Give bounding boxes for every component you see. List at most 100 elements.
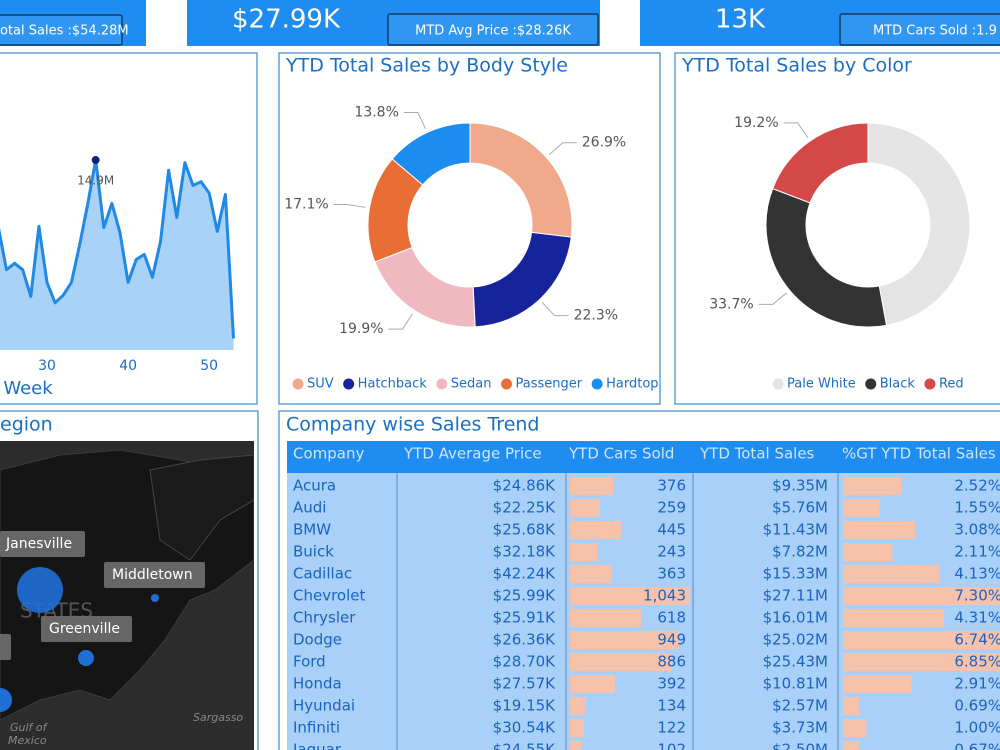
table-cell: 0.67% bbox=[954, 741, 1000, 750]
data-bar bbox=[570, 587, 690, 605]
table-cell: $3.73M bbox=[772, 719, 828, 737]
table-cell: 6.74% bbox=[954, 631, 1000, 649]
data-bar bbox=[570, 565, 612, 583]
data-bar bbox=[843, 653, 1000, 671]
map-bubble bbox=[17, 567, 63, 613]
map-ocean: Sargasso bbox=[193, 711, 243, 724]
legend-label: Red bbox=[939, 377, 964, 392]
table-cell: $25.68K bbox=[493, 521, 556, 539]
table-cell: $27.57K bbox=[493, 675, 556, 693]
legend-swatch bbox=[501, 378, 513, 390]
table-cell: 445 bbox=[657, 521, 686, 539]
data-bar bbox=[570, 741, 582, 750]
leader-line bbox=[548, 142, 577, 156]
kpi-label: MTD Cars Sold :1.9 bbox=[873, 24, 997, 39]
leader-line bbox=[333, 203, 366, 208]
table-cell: $11.43M bbox=[763, 521, 828, 539]
table-cell: 886 bbox=[657, 653, 686, 671]
table-cell: $22.25K bbox=[493, 499, 556, 517]
table-cell: 243 bbox=[657, 543, 686, 561]
table-cell: 363 bbox=[657, 565, 686, 583]
table-cell: $25.02M bbox=[763, 631, 828, 649]
table-cell: $27.11M bbox=[763, 587, 828, 605]
data-bar bbox=[570, 609, 642, 627]
column-header: YTD Average Price bbox=[403, 445, 542, 463]
table-cell: $42.24K bbox=[493, 565, 556, 583]
map-sea: Gulf of bbox=[10, 721, 49, 734]
legend-swatch bbox=[772, 378, 784, 390]
donut-slice bbox=[772, 122, 869, 204]
table-cell: 4.31% bbox=[954, 609, 1000, 627]
table-cell: $5.76M bbox=[772, 499, 828, 517]
legend-swatch bbox=[292, 378, 304, 390]
kpi-label: MTD Avg Price :$28.26K bbox=[415, 24, 571, 39]
donut-slice bbox=[469, 122, 573, 238]
table-cell: 2.11% bbox=[954, 543, 1000, 561]
legend-label: Black bbox=[880, 377, 916, 392]
table-cell: 1,043 bbox=[643, 587, 686, 605]
kpi-value: $27.99K bbox=[232, 5, 341, 35]
legend-label: Pale White bbox=[787, 377, 856, 392]
donut-slice bbox=[391, 122, 471, 186]
data-bar bbox=[570, 543, 598, 561]
table-cell: Chrysler bbox=[293, 609, 356, 627]
leader-line bbox=[388, 313, 413, 330]
legend: SUV Hatchback Sedan Passenger Hardtop bbox=[292, 377, 659, 392]
data-bar bbox=[843, 499, 880, 517]
table-cell: $24.86K bbox=[493, 477, 556, 495]
legend-swatch bbox=[343, 378, 355, 390]
legend-swatch bbox=[924, 378, 936, 390]
data-label: 26.9% bbox=[582, 135, 626, 151]
area bbox=[0, 160, 234, 350]
data-bar bbox=[843, 609, 944, 627]
map-label-box bbox=[0, 531, 85, 557]
legend-swatch bbox=[865, 378, 877, 390]
chart-title: YTD Total Sales by Body Style bbox=[285, 55, 568, 77]
leader-line bbox=[541, 302, 569, 317]
table-cell: 0.69% bbox=[954, 697, 1000, 715]
highlight-point bbox=[91, 156, 100, 165]
x-axis-title: Week bbox=[3, 378, 53, 399]
legend-label: SUV bbox=[307, 377, 334, 392]
data-label: 33.7% bbox=[709, 296, 753, 312]
table-cell: 1.00% bbox=[954, 719, 1000, 737]
map-title: egion bbox=[0, 414, 53, 436]
table-header-bg bbox=[287, 441, 1000, 473]
leader-line bbox=[758, 292, 787, 305]
data-label: 19.2% bbox=[734, 115, 778, 131]
table-cell: 6.85% bbox=[954, 653, 1000, 671]
legend: Pale White Black Red bbox=[772, 377, 964, 392]
column-header: %GT YTD Total Sales bbox=[842, 445, 996, 463]
table-cell: $30.54K bbox=[493, 719, 556, 737]
data-bar bbox=[570, 499, 600, 517]
map-label-box bbox=[0, 634, 11, 660]
table-cell: 134 bbox=[657, 697, 686, 715]
table-cell: 392 bbox=[657, 675, 686, 693]
data-bar bbox=[570, 631, 680, 649]
x-tick-label: 30 bbox=[38, 358, 56, 374]
data-bar bbox=[843, 521, 916, 539]
data-label: 22.3% bbox=[574, 308, 618, 324]
x-tick-label: 40 bbox=[119, 358, 137, 374]
leader-line bbox=[403, 111, 426, 130]
data-label: 19.9% bbox=[339, 321, 383, 337]
land bbox=[149, 454, 254, 561]
data-bar bbox=[570, 697, 586, 715]
table-cell: $9.35M bbox=[772, 477, 828, 495]
table-cell: 122 bbox=[657, 719, 686, 737]
data-bar bbox=[843, 631, 1000, 649]
table-cell: 102 bbox=[657, 741, 686, 750]
data-bar bbox=[843, 543, 893, 561]
table-cell: Hyundai bbox=[293, 697, 355, 715]
data-bar bbox=[843, 741, 859, 750]
table-cell: $28.70K bbox=[493, 653, 556, 671]
table-cell: Infiniti bbox=[293, 719, 340, 737]
kpi-subbox bbox=[387, 13, 599, 46]
kpi-label: otal Sales :$54.28M bbox=[0, 24, 129, 39]
table-cell: Buick bbox=[293, 543, 334, 561]
data-label: 17.1% bbox=[284, 196, 328, 212]
map-bubble bbox=[0, 688, 12, 712]
data-bar bbox=[570, 477, 614, 495]
data-bar bbox=[570, 719, 585, 737]
